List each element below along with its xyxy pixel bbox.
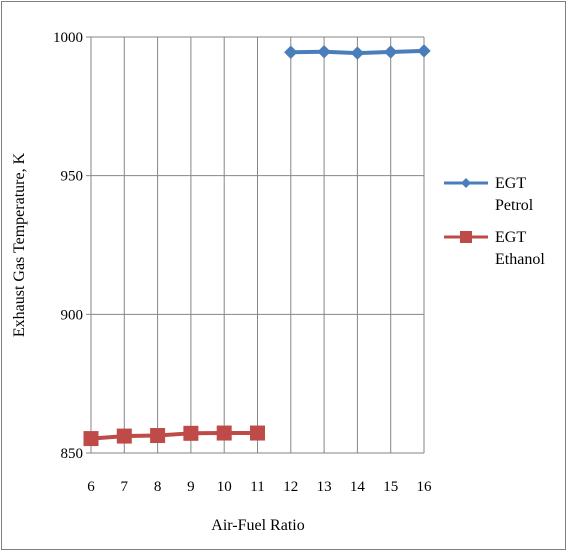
legend-marker-square: [460, 231, 472, 243]
data-point-square: [150, 428, 166, 444]
legend-item-egt-petrol: EGT Petrol: [444, 175, 534, 214]
data-point-diamond: [350, 46, 365, 60]
x-tick-label: 14: [350, 479, 366, 495]
legend-label-line: EGT: [495, 229, 526, 246]
x-tick-label: 16: [417, 479, 433, 495]
legend-label-line: Ethanol: [495, 251, 545, 268]
series-egt-petrol: [284, 44, 431, 60]
y-tick-label: 1000: [53, 30, 83, 46]
data-point-square: [83, 431, 99, 447]
data-point-diamond: [284, 45, 298, 59]
legend-marker-diamond: [461, 178, 471, 188]
axes: [90, 37, 424, 454]
y-axis-title: Exhaust Gas Temperature, K: [11, 152, 28, 337]
x-tick-label: 7: [121, 479, 129, 495]
y-tick-label: 950: [61, 169, 84, 185]
legend: EGT Petrol EGT Ethanol: [444, 175, 545, 268]
legend-label-line: EGT: [495, 175, 526, 192]
gridlines: [90, 36, 425, 454]
x-tick-label: 11: [250, 479, 264, 495]
data-point-square: [250, 425, 265, 441]
data-point-diamond: [417, 44, 431, 58]
y-tick-label: 850: [61, 446, 84, 462]
series-layer: [83, 44, 431, 447]
data-point-diamond: [317, 44, 331, 59]
series-egt-ethanol: [83, 425, 265, 447]
series-line-egt-ethanol: [89, 431, 260, 441]
x-tick-label: 15: [383, 479, 398, 495]
y-axis-ticks: 850 900 950 1000: [53, 30, 91, 462]
data-point-square: [116, 428, 132, 444]
x-tick-label: 12: [283, 479, 298, 495]
x-tick-label: 6: [87, 479, 95, 495]
y-tick-label: 900: [61, 307, 84, 323]
data-point-diamond: [383, 45, 398, 59]
x-tick-label: 13: [317, 479, 332, 495]
legend-label-line: Petrol: [495, 197, 534, 214]
x-axis-ticks: 6 7 8 9 10 11 12 13 14 15 16: [87, 479, 432, 495]
x-axis-title: Air-Fuel Ratio: [211, 517, 304, 534]
x-tick-label: 10: [217, 479, 232, 495]
x-tick-label: 8: [154, 479, 162, 495]
x-tick-label: 9: [187, 479, 195, 495]
data-point-square: [183, 425, 199, 441]
legend-item-egt-ethanol: EGT Ethanol: [444, 229, 545, 268]
data-point-square: [216, 425, 232, 441]
